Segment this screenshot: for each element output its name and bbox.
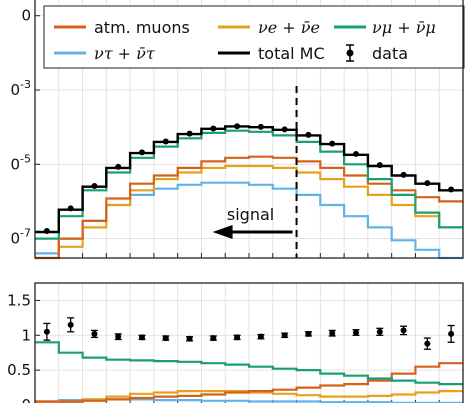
data-point [91, 183, 98, 190]
data-point [448, 186, 455, 193]
data-point [353, 150, 359, 157]
data-point [281, 332, 288, 339]
data-point [115, 333, 122, 340]
legend-data-marker [346, 44, 354, 62]
data-point [376, 328, 383, 335]
data-point [139, 334, 145, 341]
data-point [400, 171, 407, 178]
legend: atm. muons νe + ν̄e νμ + ν̄μ ντ + ν̄τ to… [43, 5, 465, 69]
data-point [448, 330, 455, 337]
data-point [400, 327, 407, 334]
ratio-panel: 1.5 1 0.5 0 [7, 282, 464, 403]
signal-arrowhead [212, 225, 233, 239]
main-data-points [43, 123, 455, 234]
data-point [281, 126, 288, 133]
data-point [43, 328, 50, 335]
data-point [257, 333, 264, 340]
legend-nue-label: νe + ν̄e [258, 18, 320, 37]
data-point [353, 329, 359, 336]
y-tick-label: 1.5 [7, 291, 31, 309]
data-point [234, 123, 241, 130]
legend-muons-label: atm. muons [94, 18, 190, 37]
legend-data-label: data [372, 44, 408, 63]
data-point [43, 227, 50, 234]
main-panel: 00-30-50-7 signal atm. muons νe + ν̄e νμ… [10, 0, 465, 260]
data-point [234, 334, 241, 341]
y-tick-label: 1 [21, 326, 31, 344]
main-series-layer [35, 125, 463, 260]
data-point [210, 335, 217, 342]
signal-label: signal [227, 205, 274, 224]
data-point [162, 335, 169, 342]
legend-numu-label: νμ + ν̄μ [372, 18, 436, 37]
series-total-line [35, 125, 463, 234]
data-point [115, 163, 122, 170]
data-point [67, 205, 74, 212]
data-point [186, 130, 193, 137]
data-point [305, 131, 312, 138]
series-numu-line [35, 341, 463, 386]
ratio-y-ticks: 1.5 1 0.5 0 [7, 291, 40, 403]
main-frame [34, 0, 464, 259]
data-point [329, 140, 336, 147]
data-point [305, 330, 312, 337]
data-point [67, 321, 74, 328]
y-tick-label: 0 [21, 396, 31, 403]
legend-total-label: total MC [258, 44, 325, 63]
data-point [376, 162, 383, 169]
y-tick-label: 0 [21, 7, 31, 25]
y-tick-label: 0.5 [7, 361, 31, 379]
data-point [424, 180, 431, 187]
data-point [257, 123, 264, 130]
ratio-data-points [43, 317, 455, 350]
data-point [186, 335, 193, 342]
legend-box [43, 5, 465, 69]
data-point [139, 149, 145, 156]
data-point [162, 138, 169, 145]
ratio-frame [34, 282, 464, 403]
data-point [424, 340, 431, 347]
legend-nutau-label: ντ + ν̄τ [94, 44, 156, 63]
data-point [91, 330, 98, 337]
data-point [329, 330, 336, 337]
ratio-series-layer [35, 341, 463, 403]
data-point [210, 125, 217, 132]
